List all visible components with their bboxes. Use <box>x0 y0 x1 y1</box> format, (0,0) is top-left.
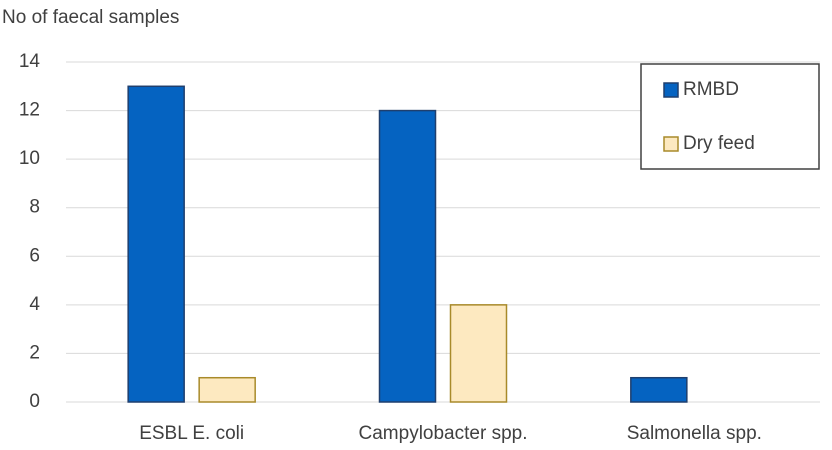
y-tick-label: 2 <box>29 342 40 363</box>
bar <box>630 376 688 403</box>
bar <box>378 109 437 403</box>
legend-label: RMBD <box>683 79 739 100</box>
y-tick-label: 12 <box>19 100 40 121</box>
y-tick-label: 10 <box>19 148 40 169</box>
legend-label: Dry feed <box>683 133 755 154</box>
y-tick-label: 14 <box>19 51 41 72</box>
y-tick-label: 8 <box>29 197 40 218</box>
bar <box>127 85 185 403</box>
y-tick-label: 0 <box>29 391 40 412</box>
x-tick-label: Campylobacter spp. <box>359 423 528 444</box>
legend-swatch <box>663 136 679 152</box>
y-tick-label: 6 <box>29 245 40 266</box>
bar <box>198 376 256 403</box>
x-tick-label: ESBL E. coli <box>139 423 244 444</box>
y-tick-label: 4 <box>29 294 40 315</box>
legend-swatch <box>663 82 679 98</box>
y-axis-label: No of faecal samples <box>2 7 179 28</box>
bar <box>449 304 508 403</box>
x-tick-label: Salmonella spp. <box>627 423 762 444</box>
